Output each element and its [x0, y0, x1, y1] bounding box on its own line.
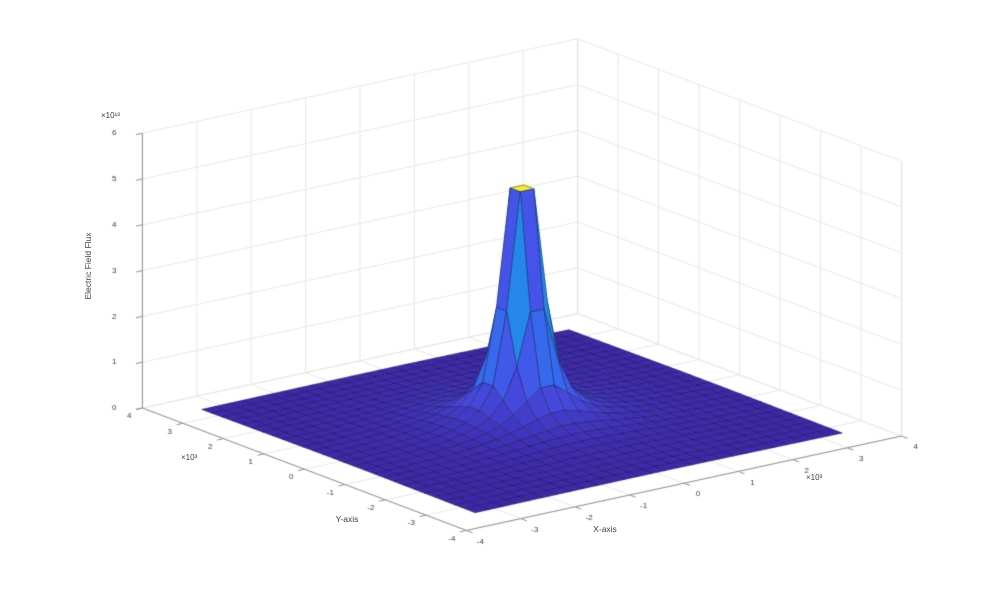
x-axis-label: X-axis [593, 524, 617, 534]
y-axis-multiplier: ×10³ [181, 453, 198, 462]
z-axis-multiplier: ×10¹³ [101, 111, 120, 120]
z-axis-label: Electric Field Flux [83, 232, 93, 300]
y-axis-label: Y-axis [335, 514, 359, 524]
x-axis-multiplier: ×10³ [806, 473, 823, 482]
